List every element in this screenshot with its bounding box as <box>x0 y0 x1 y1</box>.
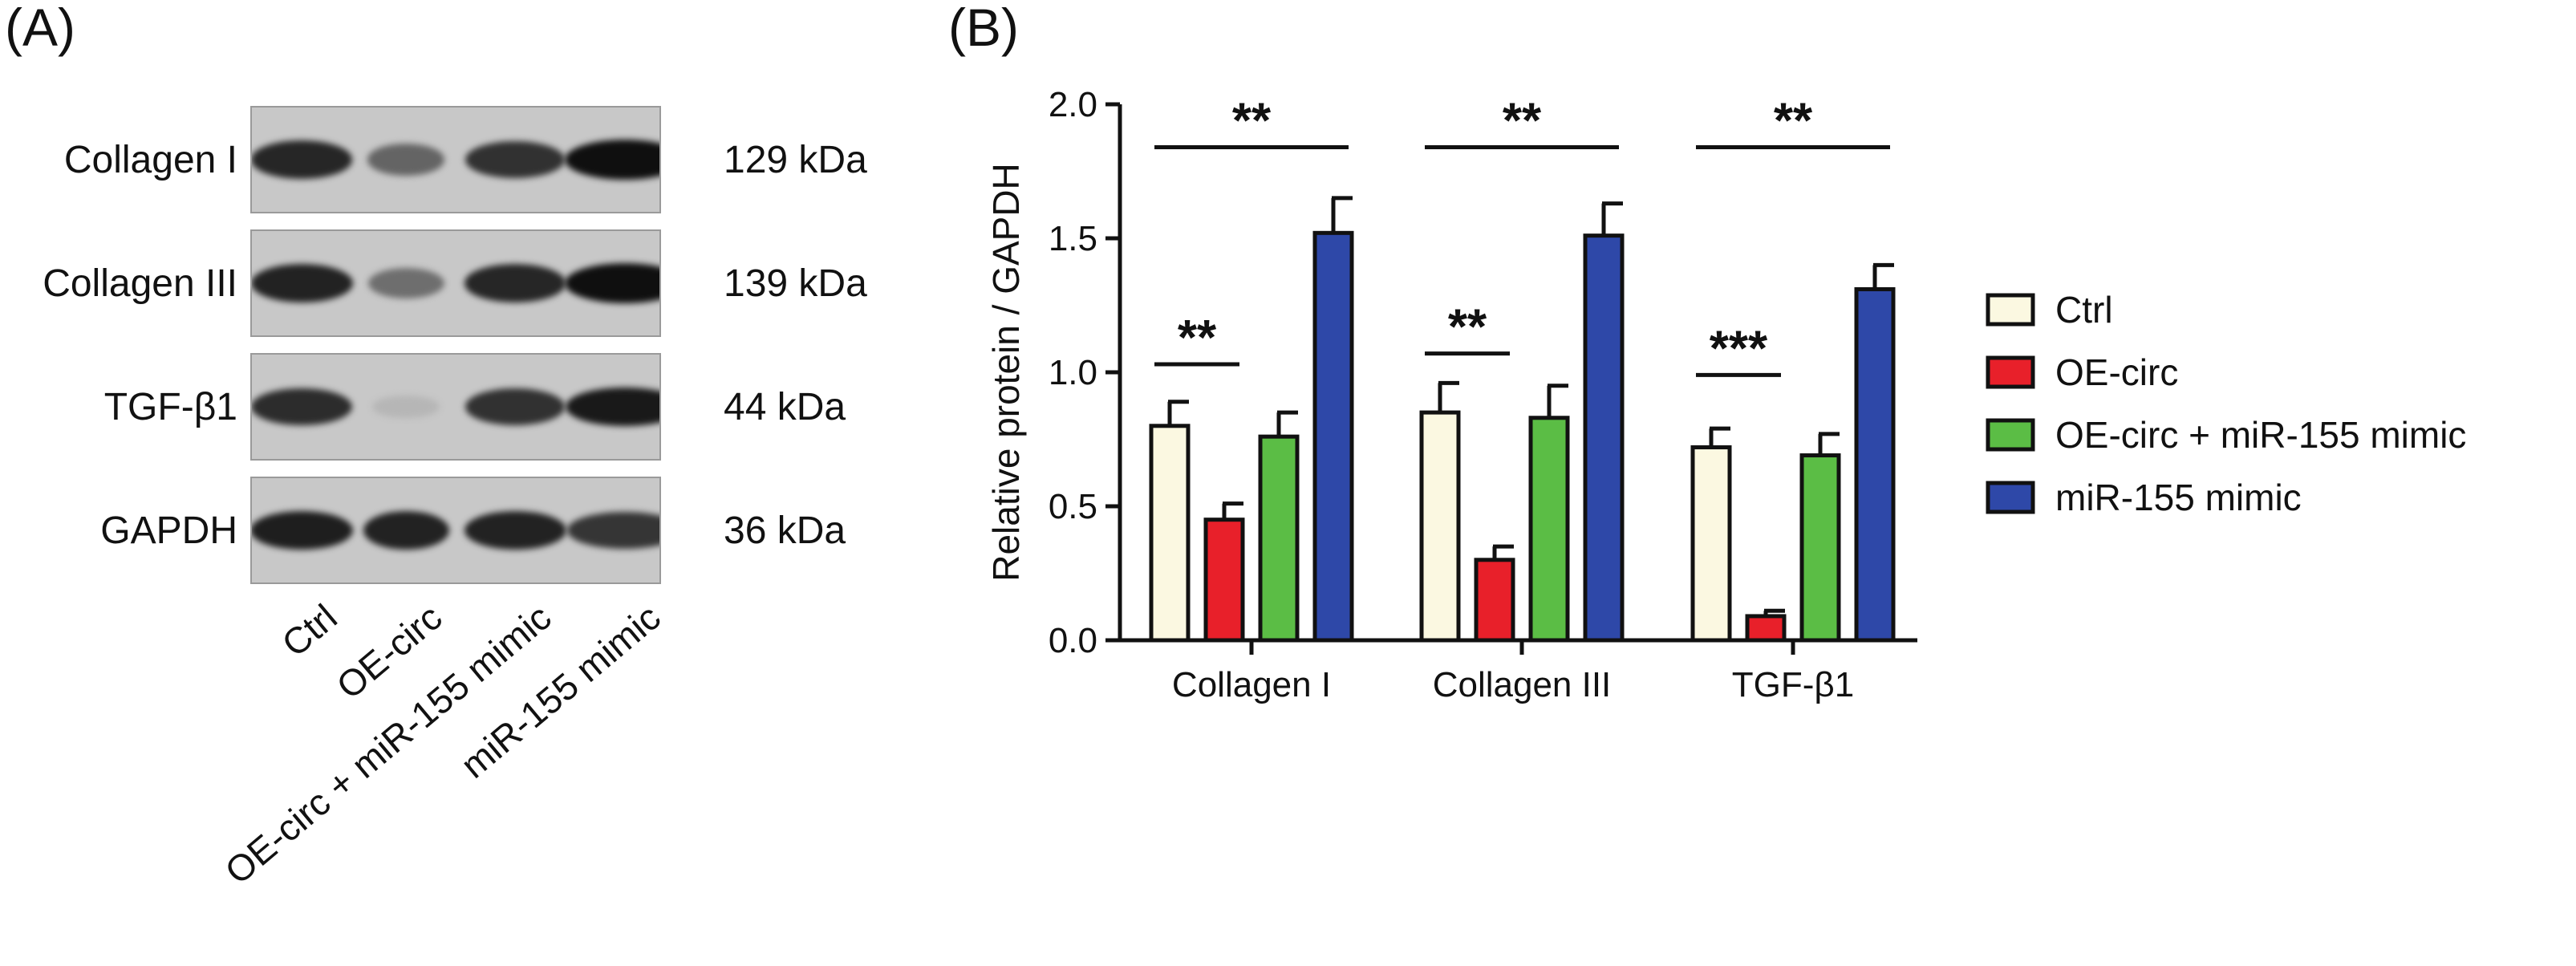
blot-protein-label: Collagen I <box>63 139 237 181</box>
blot-band <box>363 511 449 550</box>
blot-strip <box>250 106 661 213</box>
blot-band <box>252 140 353 179</box>
significance-label: ** <box>1178 310 1217 366</box>
blot-band <box>367 268 444 298</box>
bar <box>1312 230 1354 643</box>
bar <box>1419 410 1461 643</box>
blot-protein-label: TGF-β1 <box>103 386 237 428</box>
significance-label: ** <box>1232 93 1272 148</box>
blot-kda-label: 129 kDa <box>724 139 867 181</box>
blot-band <box>372 395 440 419</box>
bar <box>1474 558 1515 643</box>
y-tick-label: 1.5 <box>1049 219 1097 258</box>
legend-label: OE-circ + miR-155 mimic <box>2055 414 2466 456</box>
legend-swatch <box>1986 418 2035 452</box>
blot-strip <box>250 477 661 584</box>
blot-band <box>464 388 566 425</box>
legend-label: Ctrl <box>2055 289 2113 331</box>
legend-swatch <box>1986 481 2035 514</box>
blot-band <box>567 512 659 549</box>
blot-band <box>565 140 659 180</box>
blot-kda-label: 36 kDa <box>724 509 846 552</box>
bar <box>1690 445 1732 643</box>
blot-protein-label: GAPDH <box>100 509 237 552</box>
blot-band <box>565 387 659 427</box>
panel-a-label: (A) <box>5 0 75 57</box>
x-tick-label: Collagen III <box>1433 665 1612 704</box>
blot-band <box>367 144 445 176</box>
blot-kda-label: 139 kDa <box>724 262 867 305</box>
blot-band <box>464 511 566 550</box>
x-tick-label: TGF-β1 <box>1732 665 1854 704</box>
y-tick-label: 0.0 <box>1049 621 1097 660</box>
legend-swatch <box>1986 355 2035 389</box>
blot-band <box>252 264 353 302</box>
y-tick-label: 0.5 <box>1049 487 1097 526</box>
bar <box>1258 434 1300 643</box>
bar <box>1799 453 1841 643</box>
blot-band <box>252 510 353 550</box>
blot-strip <box>250 229 661 337</box>
bar <box>1528 416 1570 643</box>
blot-strip <box>250 353 661 461</box>
blot-band <box>464 141 566 178</box>
legend-label: miR-155 mimic <box>2055 477 2302 518</box>
bar <box>1149 424 1191 643</box>
significance-label: ** <box>1774 93 1813 148</box>
blot-kda-label: 44 kDa <box>724 386 846 428</box>
blot-band <box>464 264 566 302</box>
legend-swatch <box>1986 293 2035 327</box>
panel-b-label: (B) <box>948 0 1019 57</box>
significance-label: *** <box>1710 321 1768 376</box>
y-tick-label: 1.0 <box>1049 353 1097 392</box>
bar <box>1854 286 1896 643</box>
y-axis-label: Relative protein / GAPDH <box>985 163 1027 582</box>
bar <box>1203 518 1245 643</box>
significance-label: ** <box>1503 93 1542 148</box>
y-tick-label: 2.0 <box>1049 85 1097 124</box>
blot-band <box>565 263 659 303</box>
bar <box>1583 233 1625 643</box>
x-tick-label: Collagen I <box>1172 665 1331 704</box>
bar <box>1745 614 1787 643</box>
blot-protein-label: Collagen III <box>43 262 237 305</box>
blot-band <box>252 388 352 426</box>
legend-label: OE-circ <box>2055 351 2178 393</box>
significance-label: ** <box>1448 300 1487 355</box>
